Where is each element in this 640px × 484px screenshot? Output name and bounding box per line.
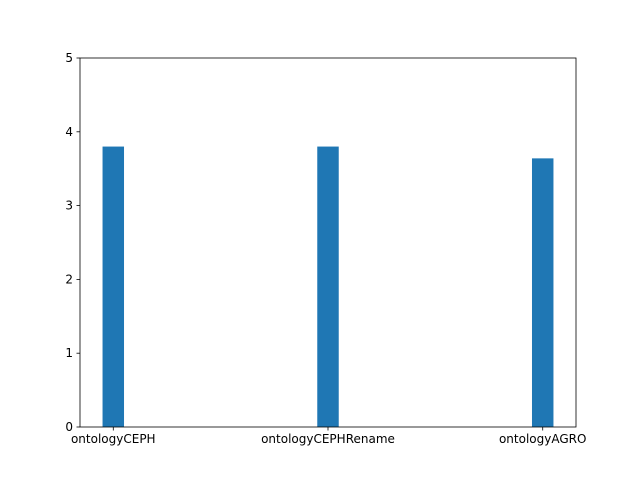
- y-tick-label: 2: [65, 272, 73, 286]
- bar-ontologyAGRO: [531, 158, 554, 428]
- y-tick-label: 3: [65, 199, 73, 213]
- x-tick-label: ontologyCEPHRename: [261, 432, 395, 446]
- y-tick-label: 5: [65, 51, 73, 65]
- bar-ontologyCEPHRename: [317, 146, 339, 427]
- bar-ontologyCEPH: [102, 146, 125, 427]
- y-tick-label: 1: [65, 346, 73, 360]
- y-tick-label: 0: [65, 420, 73, 434]
- y-tick-label: 4: [65, 125, 73, 139]
- x-tick-label: ontologyCEPH: [71, 432, 156, 446]
- plot-area: 0 1 2 3 4 5 ontologyCEPH ontologyCEPHRename onto…: [65, 51, 586, 446]
- x-tick-label: ontologyAGRO: [499, 432, 586, 446]
